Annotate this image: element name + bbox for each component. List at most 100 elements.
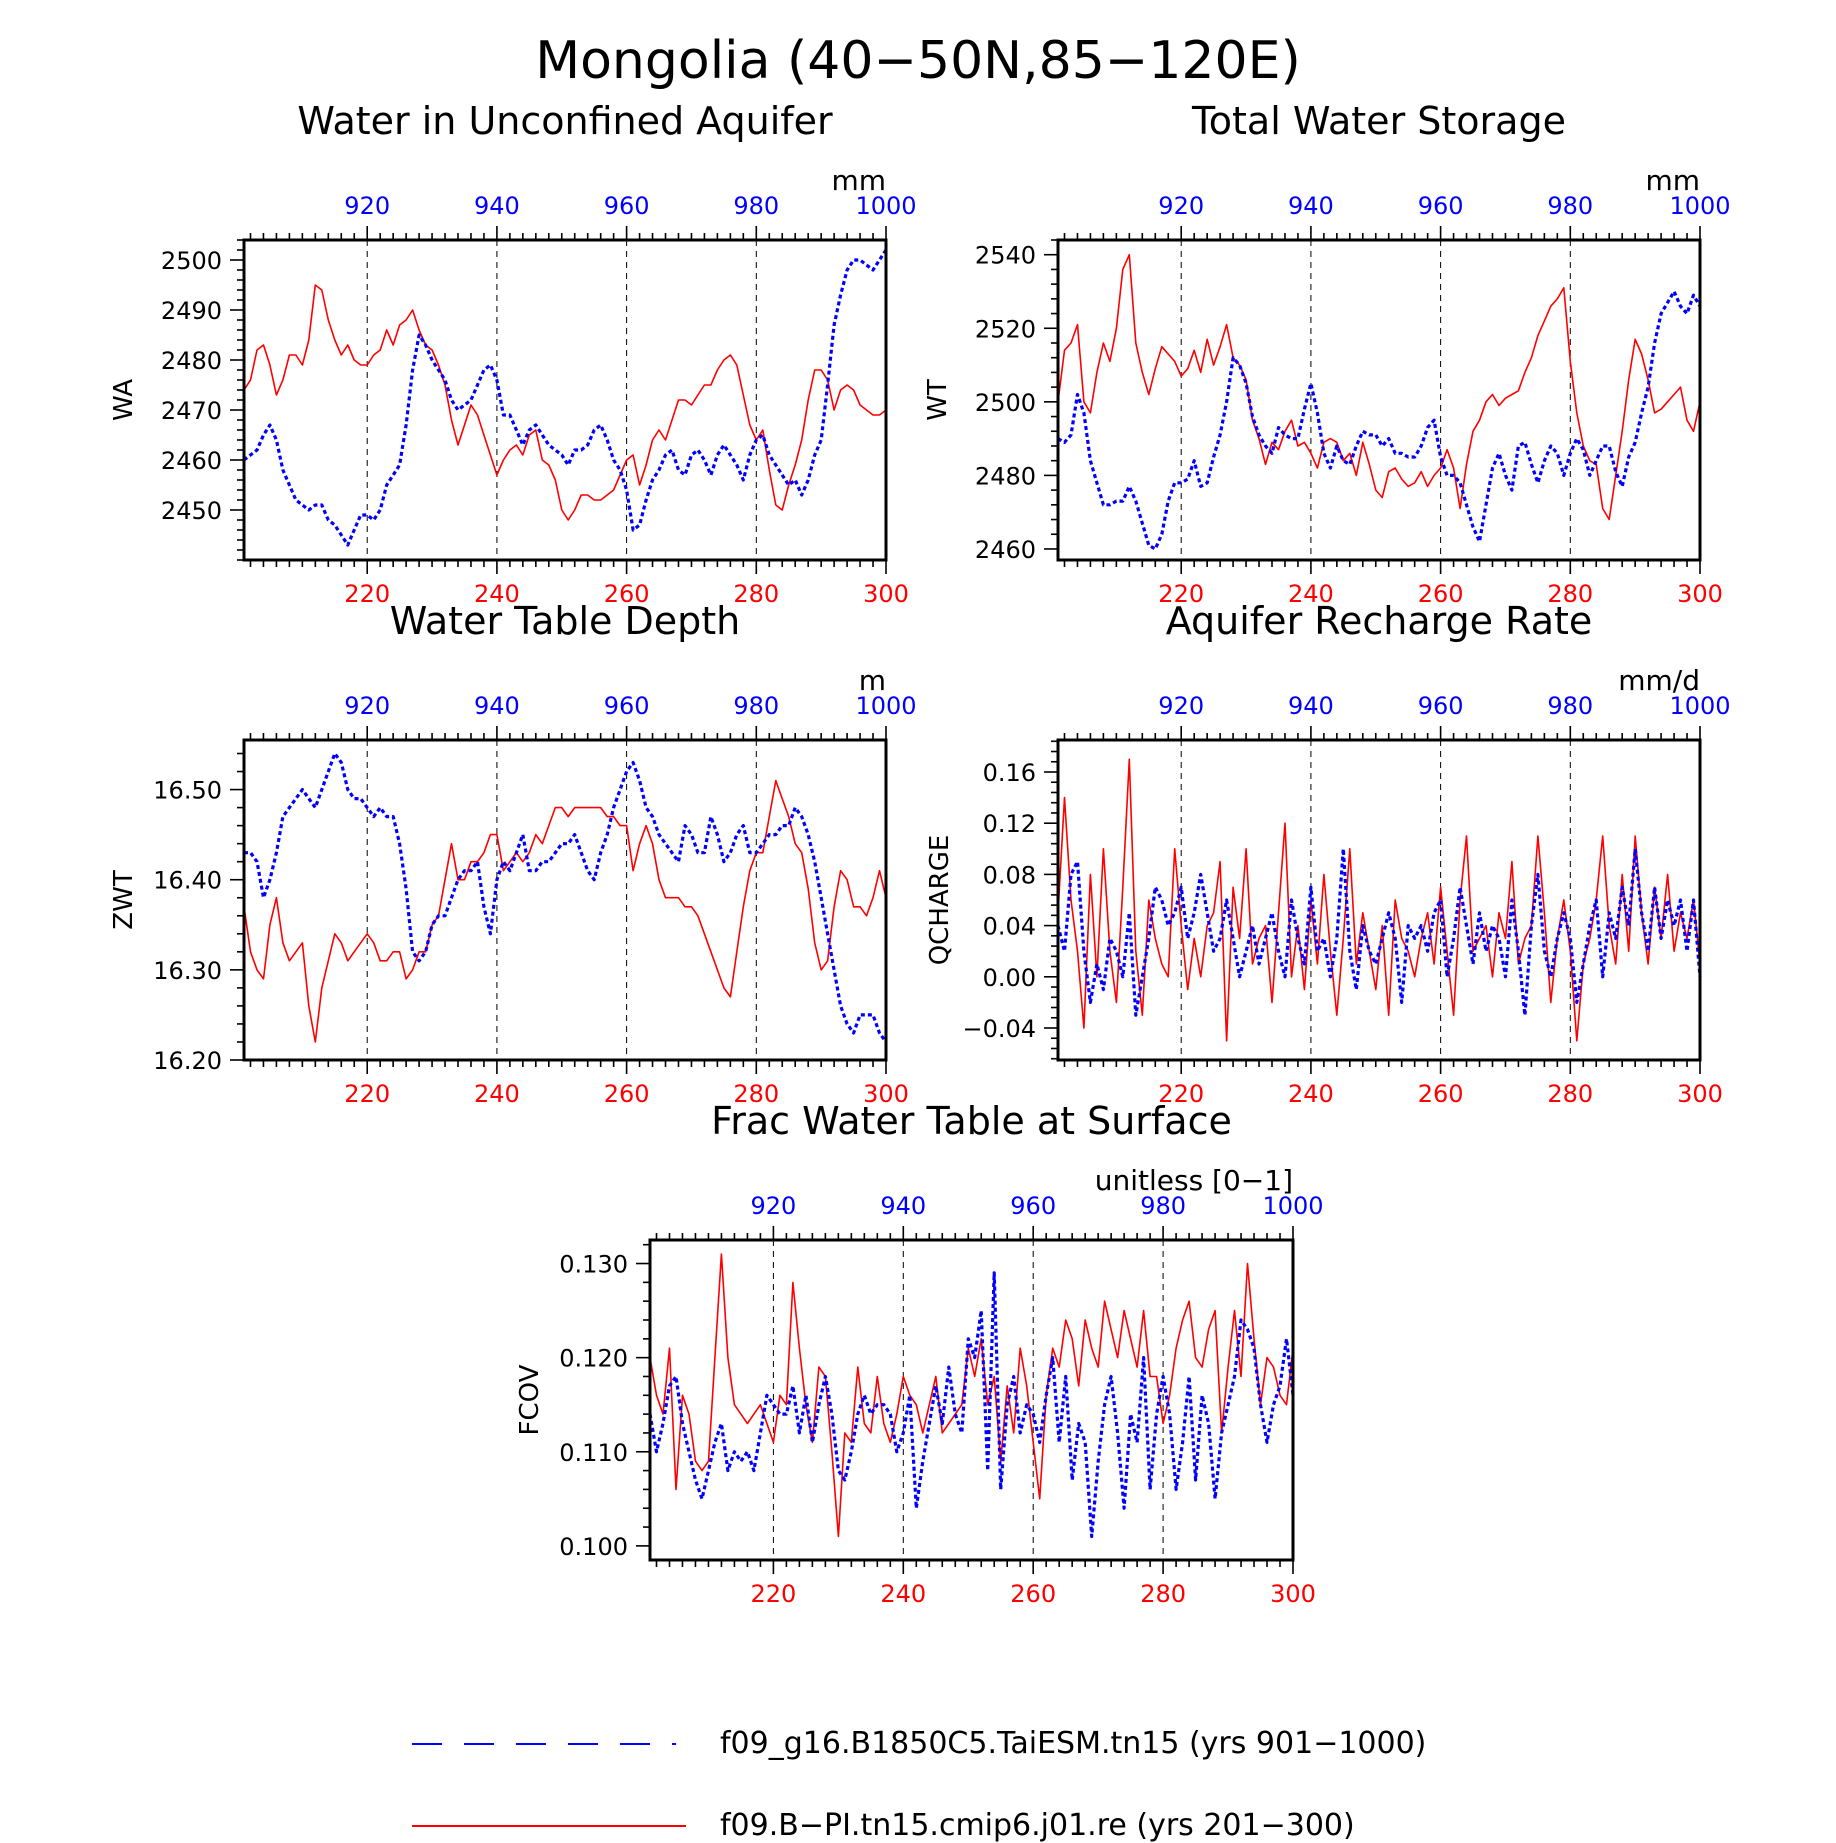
xtick-label-top: 920 [750, 1192, 796, 1220]
xtick-label-top: 940 [1288, 192, 1334, 220]
ytick-label: −0.04 [962, 1015, 1036, 1043]
series-line-zwt-red [243, 779, 887, 1043]
xtick-label-top: 980 [733, 692, 779, 720]
xtick-label-bottom: 260 [1418, 1080, 1464, 1108]
units-label-zwt: m [859, 664, 886, 697]
xtick-label-bottom: 280 [1140, 1580, 1186, 1608]
xtick-label-bottom: 260 [604, 580, 650, 608]
ytick-label: 0.110 [559, 1439, 628, 1467]
ytick-label: 0.16 [983, 759, 1036, 787]
xtick-label-top: 920 [1158, 192, 1204, 220]
panel-title-qcharge: Aquifer Recharge Rate [1166, 599, 1593, 643]
series-line-qcharge-blue [1056, 847, 1702, 1017]
xtick-label-bottom: 240 [1288, 1080, 1334, 1108]
xtick-label-bottom: 260 [1418, 580, 1464, 608]
series-line-wa-blue [243, 249, 888, 547]
ytick-label: 0.08 [983, 861, 1036, 889]
plot-frame-wt [1056, 238, 1702, 562]
series-line-fcov-red [649, 1253, 1294, 1538]
plot-frame-wa [242, 238, 888, 562]
ytick-label: 16.30 [153, 957, 222, 985]
panels: Water in Unconfined Aquifer mm WA 220 920 240… [109, 99, 1731, 1608]
xtick-label-top: 960 [1418, 192, 1464, 220]
ylabel-wt: WT [923, 379, 953, 421]
units-label-wt: mm [1645, 164, 1700, 197]
panel-title-zwt: Water Table Depth [390, 599, 741, 643]
ytick-label: 0.130 [559, 1251, 628, 1279]
xtick-label-bottom: 300 [1677, 1080, 1723, 1108]
xtick-label-bottom: 280 [1547, 580, 1593, 608]
units-label-qcharge: mm/d [1618, 664, 1700, 697]
xtick-label-top: 1000 [855, 692, 916, 720]
panel-fcov: Frac Water Table at Surface unitless [0−1… [515, 1099, 1324, 1608]
ytick-label: 2480 [161, 347, 222, 375]
series-line-fcov-blue [648, 1271, 1295, 1539]
xtick-label-bottom: 240 [880, 1580, 926, 1608]
plot-frame-fcov [648, 1238, 1295, 1562]
ylabel-zwt: ZWT [109, 870, 139, 930]
xtick-label-top: 920 [344, 692, 390, 720]
panel-wa: Water in Unconfined Aquifer mm WA 220 920 240… [109, 99, 917, 608]
xtick-label-bottom: 240 [1288, 580, 1334, 608]
panel-wt: Total Water Storage mm WT 220 920 240 940 260 96… [923, 99, 1731, 608]
ytick-label: 2450 [161, 497, 222, 525]
xtick-label-top: 940 [1288, 692, 1334, 720]
xtick-label-bottom: 300 [863, 1080, 909, 1108]
xtick-label-bottom: 220 [1158, 580, 1204, 608]
xtick-label-top: 960 [1418, 692, 1464, 720]
xtick-label-top: 920 [344, 192, 390, 220]
xtick-label-top: 940 [474, 692, 520, 720]
ytick-label: 2460 [161, 447, 222, 475]
units-label-wa: mm [831, 164, 886, 197]
series-line-wa-red [243, 284, 887, 521]
ylabel-wa: WA [109, 379, 139, 421]
ytick-label: 2500 [975, 389, 1036, 417]
panel-qcharge: Aquifer Recharge Rate mm/d QCHARGE 220 920 24… [925, 599, 1731, 1108]
ytick-label: 16.50 [153, 777, 222, 805]
xtick-label-top: 960 [604, 692, 650, 720]
ytick-label: 0.04 [983, 913, 1036, 941]
ytick-label: 0.120 [559, 1345, 628, 1373]
series-line-wt-blue [1057, 289, 1702, 551]
xtick-label-top: 980 [1547, 192, 1593, 220]
plot-frame-zwt [242, 738, 888, 1062]
legend-label-cmip6: f09.B−PI.tn15.cmip6.j01.re (yrs 201−300) [720, 1808, 1355, 1843]
ytick-label: 0.12 [983, 810, 1036, 838]
xtick-label-bottom: 240 [474, 580, 520, 608]
xtick-label-bottom: 300 [1677, 580, 1723, 608]
series-line-wt-red [1057, 253, 1701, 521]
ytick-label: 16.40 [153, 867, 222, 895]
xtick-label-top: 960 [1010, 1192, 1056, 1220]
legend: f09_g16.B1850C5.TaiESM.tn15 (yrs 901−100… [412, 1726, 1426, 1843]
xtick-label-top: 980 [1547, 692, 1593, 720]
xtick-label-top: 1000 [1669, 192, 1730, 220]
ytick-label: 0.100 [559, 1533, 628, 1561]
panel-title-fcov: Frac Water Table at Surface [711, 1099, 1232, 1143]
legend-label-taiesm: f09_g16.B1850C5.TaiESM.tn15 (yrs 901−100… [720, 1726, 1426, 1761]
ytick-label: 2470 [161, 397, 222, 425]
xtick-label-bottom: 220 [750, 1580, 796, 1608]
ytick-label: 2490 [161, 297, 222, 325]
xtick-label-bottom: 260 [604, 1080, 650, 1108]
xtick-label-bottom: 220 [344, 580, 390, 608]
xtick-label-bottom: 260 [1010, 1580, 1056, 1608]
legend-entry-cmip6: f09.B−PI.tn15.cmip6.j01.re (yrs 201−300) [412, 1808, 1355, 1843]
xtick-label-bottom: 300 [1270, 1580, 1316, 1608]
ylabel-fcov: FCOV [515, 1364, 545, 1435]
series-line-zwt-blue [244, 751, 888, 1043]
ytick-label: 2500 [161, 247, 222, 275]
ytick-label: 2460 [975, 536, 1036, 564]
xtick-label-top: 1000 [855, 192, 916, 220]
xtick-label-top: 940 [880, 1192, 926, 1220]
ytick-label: 2520 [975, 315, 1036, 343]
xtick-label-top: 960 [604, 192, 650, 220]
legend-entry-taiesm: f09_g16.B1850C5.TaiESM.tn15 (yrs 901−100… [412, 1726, 1426, 1761]
xtick-label-bottom: 240 [474, 1080, 520, 1108]
xtick-label-bottom: 280 [1547, 1080, 1593, 1108]
panel-zwt: Water Table Depth m ZWT 220 920 240 940 260 960 2… [109, 599, 917, 1108]
xtick-label-top: 920 [1158, 692, 1204, 720]
xtick-label-top: 980 [733, 192, 779, 220]
xtick-label-top: 1000 [1262, 1192, 1323, 1220]
panel-title-wa: Water in Unconfined Aquifer [297, 99, 833, 143]
